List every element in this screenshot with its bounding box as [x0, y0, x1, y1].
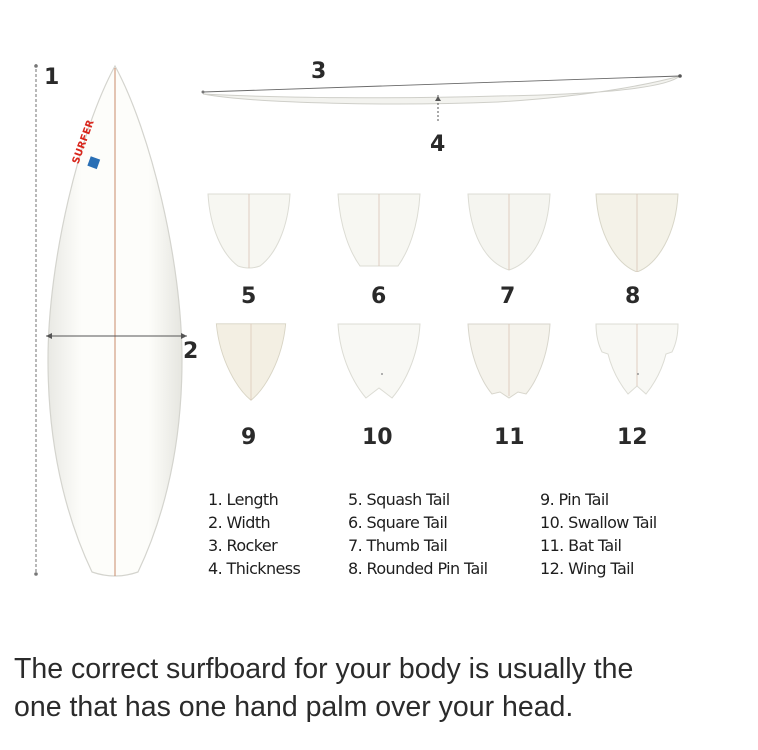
- tail-pin-image: [215, 323, 287, 401]
- surfboard-diagram: 1 2 SURFER 3 4: [34, 59, 682, 580]
- legend-item: 5. Squash Tail: [348, 490, 450, 509]
- tail-square-image: [337, 193, 421, 267]
- tail-wing-image: [595, 323, 679, 395]
- legend-item: 11. Bat Tail: [540, 536, 622, 555]
- length-dimension-line: [34, 64, 38, 576]
- thickness-label: 4: [430, 132, 446, 157]
- tail-5-number: 5: [241, 284, 257, 309]
- tail-rounded-pin-image: [595, 193, 679, 272]
- surfboard-top-view: [47, 64, 183, 577]
- legend-item: 7. Thumb Tail: [348, 536, 448, 555]
- legend-item: 2. Width: [208, 513, 271, 532]
- tail-11-number: 11: [494, 425, 525, 450]
- tail-6-number: 6: [371, 284, 387, 309]
- tail-swallow-image: [337, 323, 421, 399]
- legend-item: 4. Thickness: [208, 559, 301, 578]
- caption-line-1: The correct surfboard for your body is u…: [14, 653, 634, 685]
- tail-9-number: 9: [241, 425, 257, 450]
- legend-item: 3. Rocker: [208, 536, 278, 555]
- tail-squash-image: [207, 193, 291, 269]
- rocker-label: 3: [311, 59, 327, 84]
- tail-12-number: 12: [617, 425, 648, 450]
- legend-item: 1. Length: [208, 490, 279, 509]
- legend-column-tails-b: 9. Pin Tail 10. Swallow Tail 11. Bat Tai…: [540, 488, 657, 580]
- width-label: 2: [183, 339, 199, 364]
- legend-item: 9. Pin Tail: [540, 490, 609, 509]
- legend-column-tails-a: 5. Squash Tail 6. Square Tail 7. Thumb T…: [348, 488, 488, 580]
- thickness-dimension-line: [435, 95, 441, 121]
- tail-8-number: 8: [625, 284, 641, 309]
- legend-item: 12. Wing Tail: [540, 559, 634, 578]
- tail-7-number: 7: [500, 284, 516, 309]
- tail-10-number: 10: [362, 425, 393, 450]
- surfboard-side-view: [201, 74, 682, 105]
- length-label: 1: [44, 65, 60, 90]
- caption-text: The correct surfboard for your body is u…: [14, 650, 744, 726]
- legend-item: 8. Rounded Pin Tail: [348, 559, 488, 578]
- legend-item: 10. Swallow Tail: [540, 513, 657, 532]
- tail-bat-image: [467, 323, 551, 399]
- tail-thumb-image: [467, 193, 551, 271]
- caption-line-2: one that has one hand palm over your hea…: [14, 691, 574, 723]
- legend-item: 6. Square Tail: [348, 513, 448, 532]
- legend-column-dimensions: 1. Length 2. Width 3. Rocker 4. Thicknes…: [208, 488, 301, 580]
- width-dimension-line: [46, 333, 187, 339]
